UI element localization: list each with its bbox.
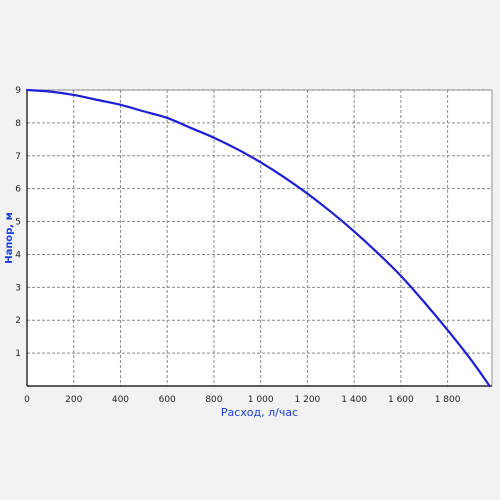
series-layer [25,88,491,388]
x-tick-label: 0 [24,395,30,405]
x-tick-label: 200 [65,395,82,405]
x-tick-label: 1 000 [248,395,274,405]
x-tick-label: 1 400 [341,395,367,405]
x-tick-label: 1 800 [435,395,461,405]
y-tick-label: 3 [15,283,21,293]
x-tick-label: 600 [159,395,176,405]
series-line [25,88,491,388]
axes [26,89,493,387]
grid-lines [27,89,492,386]
x-tick-label: 1 600 [388,395,414,405]
y-axis-title: Напор, м [4,212,15,264]
x-axis-title: Расход, л/час [221,406,298,419]
y-tick-label: 1 [15,349,21,359]
x-tick-label: 800 [205,395,222,405]
y-tick-label: 6 [15,185,21,195]
x-tick-label: 1 200 [295,395,321,405]
tick-labels: 0 200 400 600 800 1 000 1 200 1 400 1 600 1 800 1 2… [15,86,460,405]
y-tick-label: 9 [15,86,21,96]
y-tick-label: 4 [15,250,21,260]
y-tick-label: 8 [15,119,21,129]
plot-area [27,90,492,386]
y-tick-label: 5 [15,218,21,228]
y-tick-label: 2 [15,316,21,326]
y-tick-label: 7 [15,152,21,162]
x-tick-label: 400 [112,395,129,405]
